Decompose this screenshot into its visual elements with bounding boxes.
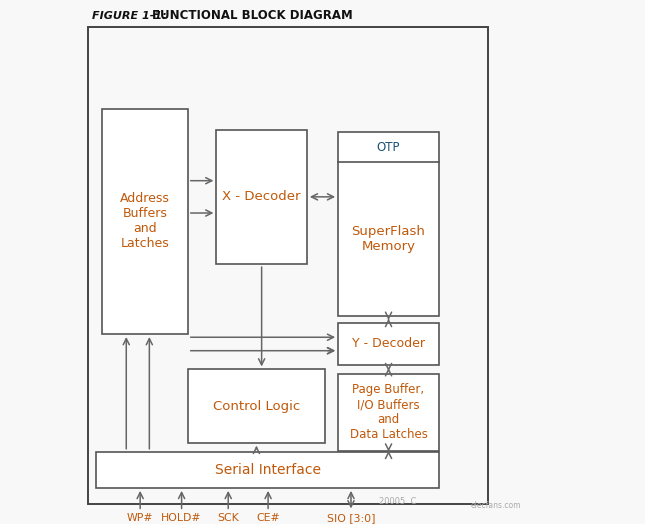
Text: WP#: WP# [127,513,154,523]
Text: Control Logic: Control Logic [213,400,300,412]
Text: FUNCTIONAL BLOCK DIAGRAM: FUNCTIONAL BLOCK DIAGRAM [152,9,352,22]
Text: HOLD#: HOLD# [161,513,202,523]
Text: X - Decoder: X - Decoder [223,190,301,203]
Text: elecfans.com: elecfans.com [471,501,521,510]
Text: SIO [3:0]: SIO [3:0] [327,513,375,523]
Text: OTP: OTP [377,141,401,154]
Bar [216,129,307,264]
Text: Address
Buffers
and
Latches: Address Buffers and Latches [120,192,170,250]
Bar [188,369,325,443]
Text: SCK: SCK [217,513,239,523]
Bar [103,109,188,334]
Text: SuperFlash
Memory: SuperFlash Memory [352,225,426,253]
Text: Page Buffer,
I/O Buffers
and
Data Latches: Page Buffer, I/O Buffers and Data Latche… [350,384,428,441]
Text: Y - Decoder: Y - Decoder [352,337,425,351]
Bar [338,374,439,451]
Bar [338,323,439,365]
Bar [96,452,439,488]
Text: CE#: CE# [256,513,280,523]
Text: Serial Interface: Serial Interface [215,463,321,477]
Text: FIGURE 1-1:: FIGURE 1-1: [92,10,166,20]
Bar [88,27,488,504]
Text: 20005  C: 20005 C [379,497,417,506]
Bar [338,132,439,316]
